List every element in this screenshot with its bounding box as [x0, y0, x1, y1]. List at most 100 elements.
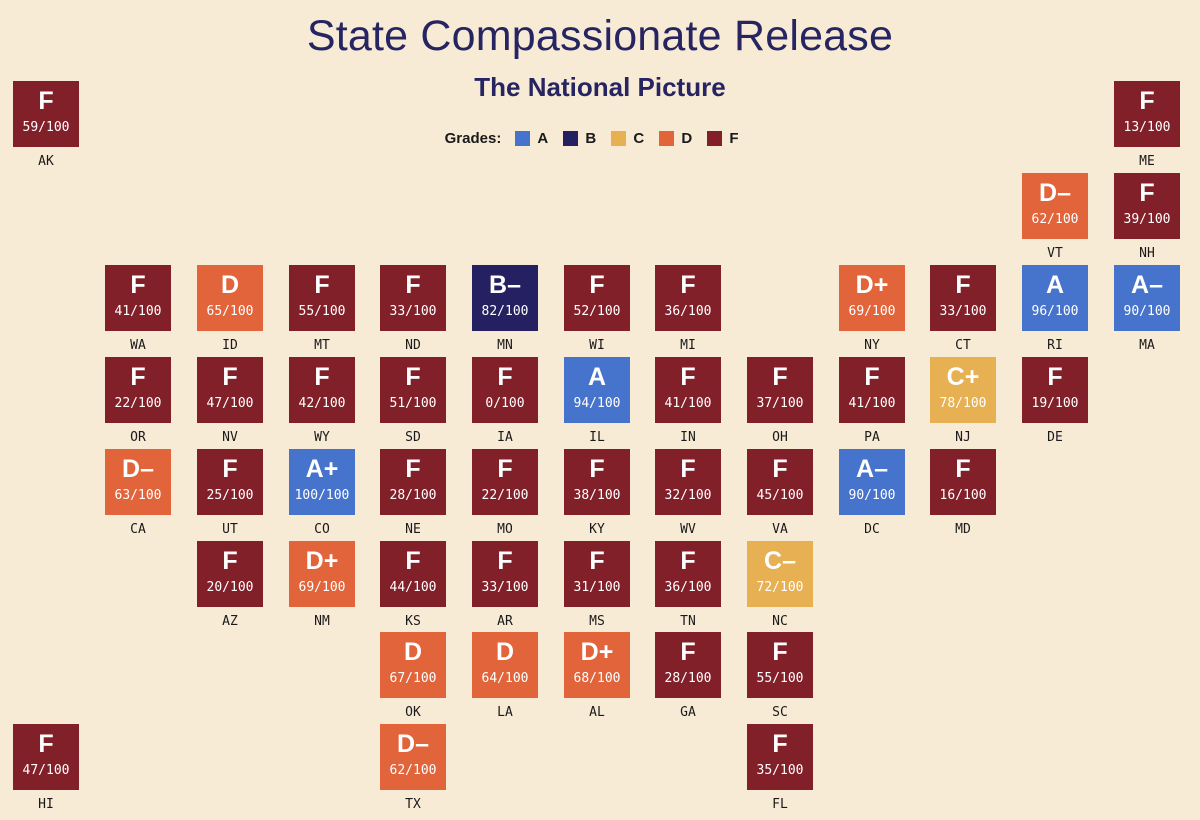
- state-abbr: OK: [405, 705, 421, 720]
- legend-swatch-a: [515, 131, 531, 146]
- score-text: 82/100: [481, 304, 529, 319]
- state-abbr: MI: [680, 338, 696, 353]
- state-tile-ne[interactable]: F 28/100 NE: [380, 449, 446, 538]
- grade-letter: F: [130, 271, 146, 299]
- grade-letter: F: [1047, 363, 1063, 391]
- state-abbr: CT: [955, 338, 971, 353]
- grade-box: F 22/100: [105, 357, 171, 423]
- state-tile-ky[interactable]: F 38/100 KY: [564, 449, 630, 538]
- state-tile-nm[interactable]: D+ 69/100 NM: [289, 541, 355, 630]
- state-tile-nv[interactable]: F 47/100 NV: [197, 357, 263, 446]
- state-tile-ca[interactable]: D– 63/100 CA: [105, 449, 171, 538]
- score-text: 90/100: [1123, 304, 1171, 319]
- state-tile-ks[interactable]: F 44/100 KS: [380, 541, 446, 630]
- grade-letter: F: [314, 363, 330, 391]
- state-tile-wy[interactable]: F 42/100 WY: [289, 357, 355, 446]
- state-tile-nd[interactable]: F 33/100 ND: [380, 265, 446, 354]
- state-tile-az[interactable]: F 20/100 AZ: [197, 541, 263, 630]
- state-tile-ok[interactable]: D 67/100 OK: [380, 632, 446, 721]
- state-tile-mo[interactable]: F 22/100 MO: [472, 449, 538, 538]
- grade-box: D+ 69/100: [839, 265, 905, 331]
- state-tile-al[interactable]: D+ 68/100 AL: [564, 632, 630, 721]
- state-tile-co[interactable]: A+ 100/100 CO: [289, 449, 355, 538]
- state-tile-hi[interactable]: F 47/100 HI: [13, 724, 79, 813]
- state-tile-vt[interactable]: D– 62/100 VT: [1022, 173, 1088, 262]
- score-text: 45/100: [756, 488, 804, 503]
- state-abbr: SC: [772, 705, 788, 720]
- grade-box: A 94/100: [564, 357, 630, 423]
- state-tile-ms[interactable]: F 31/100 MS: [564, 541, 630, 630]
- state-abbr: AR: [497, 614, 513, 629]
- grade-box: F 39/100: [1114, 173, 1180, 239]
- grade-legend: Grades: A B C D F: [0, 130, 1200, 147]
- score-text: 22/100: [114, 396, 162, 411]
- state-tile-de[interactable]: F 19/100 DE: [1022, 357, 1088, 446]
- state-tile-sd[interactable]: F 51/100 SD: [380, 357, 446, 446]
- state-tile-dc[interactable]: A– 90/100 DC: [839, 449, 905, 538]
- state-tile-mi[interactable]: F 36/100 MI: [655, 265, 721, 354]
- state-tile-tx[interactable]: D– 62/100 TX: [380, 724, 446, 813]
- state-tile-sc[interactable]: F 55/100 SC: [747, 632, 813, 721]
- state-tile-ri[interactable]: A 96/100 RI: [1022, 265, 1088, 354]
- score-text: 31/100: [573, 580, 621, 595]
- state-abbr: GA: [680, 705, 696, 720]
- grade-letter: F: [680, 363, 696, 391]
- legend-swatch-f: [707, 131, 723, 146]
- state-tile-va[interactable]: F 45/100 VA: [747, 449, 813, 538]
- state-tile-ut[interactable]: F 25/100 UT: [197, 449, 263, 538]
- grade-letter: F: [772, 638, 788, 666]
- grade-box: F 42/100: [289, 357, 355, 423]
- grade-letter: F: [130, 363, 146, 391]
- state-abbr: MD: [955, 522, 971, 537]
- state-abbr: NC: [772, 614, 788, 629]
- grade-letter: F: [405, 547, 421, 575]
- state-tile-nj[interactable]: C+ 78/100 NJ: [930, 357, 996, 446]
- grade-box: A– 90/100: [839, 449, 905, 515]
- grade-letter: F: [222, 455, 238, 483]
- state-tile-ar[interactable]: F 33/100 AR: [472, 541, 538, 630]
- state-tile-ny[interactable]: D+ 69/100 NY: [839, 265, 905, 354]
- state-tile-me[interactable]: F 13/100 ME: [1114, 81, 1180, 170]
- score-text: 90/100: [848, 488, 896, 503]
- state-tile-tn[interactable]: F 36/100 TN: [655, 541, 721, 630]
- state-tile-mt[interactable]: F 55/100 MT: [289, 265, 355, 354]
- state-tile-ia[interactable]: F 0/100 IA: [472, 357, 538, 446]
- grade-box: F 20/100: [197, 541, 263, 607]
- state-tile-wi[interactable]: F 52/100 WI: [564, 265, 630, 354]
- state-tile-nh[interactable]: F 39/100 NH: [1114, 173, 1180, 262]
- score-text: 35/100: [756, 763, 804, 778]
- grade-box: F 36/100: [655, 265, 721, 331]
- state-tile-mn[interactable]: B– 82/100 MN: [472, 265, 538, 354]
- state-tile-or[interactable]: F 22/100 OR: [105, 357, 171, 446]
- state-tile-il[interactable]: A 94/100 IL: [564, 357, 630, 446]
- state-tile-fl[interactable]: F 35/100 FL: [747, 724, 813, 813]
- score-text: 41/100: [848, 396, 896, 411]
- score-text: 32/100: [664, 488, 712, 503]
- grade-letter: D+: [580, 638, 614, 666]
- grade-box: F 32/100: [655, 449, 721, 515]
- state-tile-md[interactable]: F 16/100 MD: [930, 449, 996, 538]
- state-abbr: KY: [589, 522, 605, 537]
- score-text: 42/100: [298, 396, 346, 411]
- state-abbr: DC: [864, 522, 880, 537]
- state-tile-ma[interactable]: A– 90/100 MA: [1114, 265, 1180, 354]
- state-tile-id[interactable]: D 65/100 ID: [197, 265, 263, 354]
- state-tile-wa[interactable]: F 41/100 WA: [105, 265, 171, 354]
- state-tile-oh[interactable]: F 37/100 OH: [747, 357, 813, 446]
- score-text: 0/100: [485, 396, 525, 411]
- grade-box: F 55/100: [289, 265, 355, 331]
- grade-box: B– 82/100: [472, 265, 538, 331]
- state-abbr: NH: [1139, 246, 1155, 261]
- state-tile-wv[interactable]: F 32/100 WV: [655, 449, 721, 538]
- state-tile-ak[interactable]: F 59/100 AK: [13, 81, 79, 170]
- grade-box: F 38/100: [564, 449, 630, 515]
- state-tile-ga[interactable]: F 28/100 GA: [655, 632, 721, 721]
- grade-letter: A+: [305, 455, 339, 483]
- grade-letter: F: [955, 271, 971, 299]
- state-tile-in[interactable]: F 41/100 IN: [655, 357, 721, 446]
- grade-box: F 52/100: [564, 265, 630, 331]
- state-tile-pa[interactable]: F 41/100 PA: [839, 357, 905, 446]
- state-tile-nc[interactable]: C– 72/100 NC: [747, 541, 813, 630]
- state-tile-la[interactable]: D 64/100 LA: [472, 632, 538, 721]
- state-tile-ct[interactable]: F 33/100 CT: [930, 265, 996, 354]
